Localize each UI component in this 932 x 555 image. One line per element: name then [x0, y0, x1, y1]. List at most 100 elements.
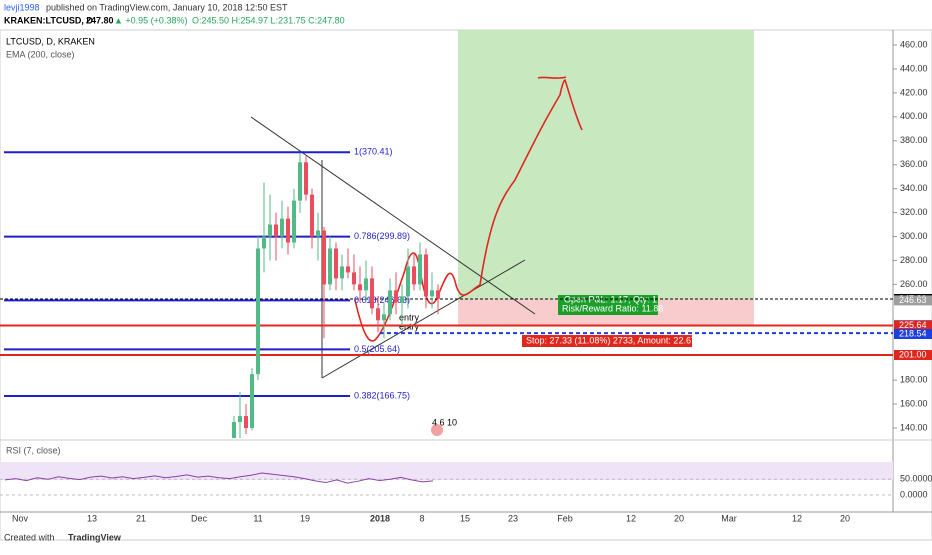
- ohlc: O:245.50 H:254.97 L:231.75 C:247.80: [192, 15, 345, 25]
- candle-body: [352, 272, 356, 285]
- risk-reward: Risk/Reward Ratio: 11.88: [562, 303, 663, 313]
- svg-text:4 6 10: 4 6 10: [432, 417, 457, 427]
- candle-body: [340, 266, 344, 279]
- x-tick-label: 15: [460, 513, 470, 523]
- x-tick-label: 20: [840, 513, 850, 523]
- price-label: 246.63: [899, 295, 927, 305]
- rsi-line: [4, 472, 434, 484]
- candle-body: [316, 230, 320, 237]
- x-tick-label: 21: [136, 513, 146, 523]
- price-label: 225.64: [899, 320, 927, 330]
- price-label-bg: [894, 295, 932, 306]
- candle-body: [244, 416, 248, 428]
- y-tick-label: 260.00: [900, 279, 928, 289]
- y-tick-label: 320.00: [900, 207, 928, 217]
- candle-body: [310, 194, 314, 237]
- candle-body: [376, 308, 380, 321]
- candle-body: [346, 266, 350, 273]
- candle-body: [424, 254, 428, 297]
- stop-text: Stop: 27.33 (11.08%) 2733, Amount: 22.67: [526, 335, 696, 345]
- rsi-tick-label: 0.0000: [900, 489, 928, 499]
- x-tick-label: Dec: [191, 513, 208, 523]
- x-tick-label: 2018: [370, 513, 390, 523]
- candle-body: [334, 248, 338, 279]
- candle-body: [274, 224, 278, 237]
- published: published on TradingView.com, January 10…: [46, 2, 288, 12]
- candle-body: [304, 162, 308, 195]
- candle-body: [328, 248, 332, 285]
- candle-body: [418, 254, 422, 285]
- candle-body: [412, 266, 416, 285]
- candle-body: [268, 224, 272, 237]
- candle-body: [394, 290, 398, 303]
- x-tick-label: Mar: [721, 513, 737, 523]
- y-tick-label: 160.00: [900, 398, 928, 408]
- candle-body: [430, 290, 434, 297]
- x-tick-label: Nov: [12, 513, 29, 523]
- fib-label: 1(370.41): [354, 147, 393, 157]
- rsi-band: [0, 462, 893, 480]
- candle-body: [238, 416, 242, 423]
- trend-line: [321, 259, 526, 379]
- y-tick-label: 440.00: [900, 63, 928, 73]
- candle-body: [436, 290, 440, 299]
- x-tick-label: 19: [300, 513, 310, 523]
- rsi-tick-label: 50.0000: [900, 474, 932, 484]
- y-tick-label: 340.00: [900, 183, 928, 193]
- profit-zone: [458, 30, 754, 299]
- y-tick-label: 300.00: [900, 231, 928, 241]
- candle-body: [388, 290, 392, 315]
- y-tick-label: 400.00: [900, 111, 928, 121]
- fib-label: 0.786(299.89): [354, 231, 410, 241]
- fib-label: 0.382(166.75): [354, 390, 410, 400]
- candle-body: [262, 236, 266, 249]
- candle-body: [322, 230, 326, 285]
- events-icon: 4 6 10: [431, 417, 457, 436]
- x-tick-label: 12: [626, 513, 636, 523]
- candle-body: [298, 162, 302, 201]
- y-tick-label: 380.00: [900, 135, 928, 145]
- candle-body: [400, 296, 404, 303]
- x-tick-label: Feb: [557, 513, 573, 523]
- price-label-bg: [894, 328, 932, 339]
- candle-body: [364, 278, 368, 291]
- price-label-bg: [894, 320, 932, 331]
- candle-body: [286, 218, 290, 243]
- candle-body: [406, 266, 410, 297]
- brand[interactable]: TradingView: [68, 532, 122, 542]
- x-tick-label: 12: [792, 513, 802, 523]
- y-tick-label: 280.00: [900, 255, 928, 265]
- pane-title: LTCUSD, D, KRAKEN: [6, 36, 95, 46]
- created: Created with: [4, 532, 55, 542]
- last: 247.80: [86, 15, 114, 25]
- y-tick-label: 360.00: [900, 159, 928, 169]
- x-tick-label: 11: [253, 513, 262, 523]
- candle-body: [280, 218, 284, 237]
- x-tick-label: 20: [674, 513, 684, 523]
- candles: [232, 152, 440, 438]
- y-tick-label: 420.00: [900, 87, 928, 97]
- fib-label: 0.618(246.63): [354, 295, 410, 305]
- x-tick-label: 13: [87, 513, 97, 523]
- author[interactable]: levji1998: [4, 2, 40, 12]
- indicator: EMA (200, close): [6, 49, 75, 59]
- y-tick-label: 460.00: [900, 39, 928, 49]
- rsi-title: RSI (7, close): [6, 445, 61, 455]
- candle-body: [232, 422, 236, 438]
- candle-body: [382, 314, 386, 321]
- x-tick-label: 8: [419, 513, 424, 523]
- y-tick-label: 180.00: [900, 375, 928, 385]
- price-label: 201.00: [899, 349, 927, 359]
- position-label: [558, 295, 658, 315]
- candle-body: [292, 200, 296, 243]
- y-tick-label: 140.00: [900, 422, 928, 432]
- candle-body: [370, 278, 374, 309]
- x-tick-label: 23: [508, 513, 518, 523]
- stop-label: [522, 335, 692, 347]
- forecast-drawing: [537, 76, 567, 79]
- price-label: 218.54: [899, 328, 927, 338]
- candle-body: [250, 374, 254, 428]
- candle-body: [256, 248, 260, 375]
- price-label-bg: [894, 349, 932, 360]
